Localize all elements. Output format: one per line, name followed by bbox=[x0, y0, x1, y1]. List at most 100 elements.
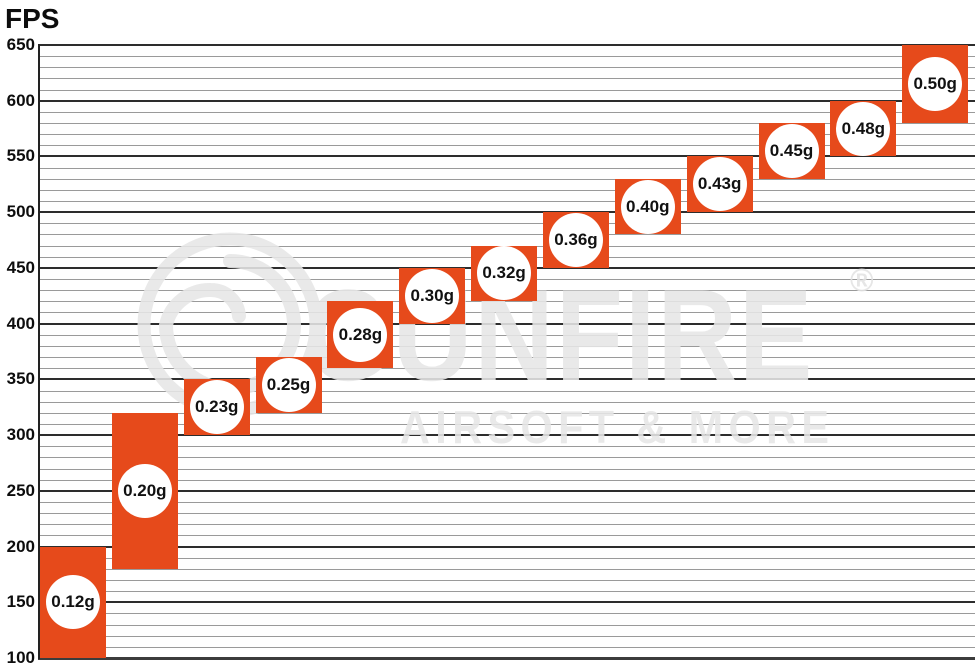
bb-weight-badge: 0.25g bbox=[261, 357, 316, 412]
gridline-major bbox=[38, 601, 975, 604]
gridline-minor bbox=[38, 535, 975, 537]
bb-weight-range-bar: 0.30g bbox=[399, 267, 466, 324]
gridline-minor bbox=[38, 423, 975, 425]
bb-weight-label: 0.25g bbox=[266, 374, 311, 394]
bb-weight-badge: 0.50g bbox=[908, 57, 963, 111]
bb-weight-range-bar: 0.32g bbox=[471, 245, 538, 302]
gridline-minor bbox=[38, 479, 975, 481]
gridline-minor bbox=[38, 357, 975, 359]
bb-weight-range-bar: 0.50g bbox=[902, 45, 969, 124]
bb-weight-badge: 0.20g bbox=[117, 463, 172, 518]
gridline-minor bbox=[38, 123, 975, 125]
gridline-minor bbox=[38, 78, 975, 80]
bb-weight-badge: 0.23g bbox=[189, 380, 244, 435]
gridline-major bbox=[38, 99, 975, 102]
gridline-minor bbox=[38, 501, 975, 503]
gridline-minor bbox=[38, 513, 975, 515]
gridline-minor bbox=[38, 412, 975, 414]
gridline-minor bbox=[38, 446, 975, 448]
bb-weight-range-bar: 0.45g bbox=[758, 123, 825, 179]
bb-weight-badge: 0.48g bbox=[836, 101, 891, 156]
bb-weight-range-bar: 0.28g bbox=[327, 301, 394, 369]
gridline-minor bbox=[38, 568, 975, 570]
gridline-minor bbox=[38, 56, 975, 58]
bb-weight-label: 0.28g bbox=[338, 324, 383, 344]
gridline-minor bbox=[38, 301, 975, 303]
gridline-minor bbox=[38, 646, 975, 648]
gridline-minor bbox=[38, 234, 975, 236]
bb-weight-range-bar: 0.20g bbox=[111, 412, 178, 569]
bb-weight-range-bar: 0.23g bbox=[183, 379, 250, 436]
bb-weight-label: 0.36g bbox=[554, 230, 598, 250]
gridline-minor bbox=[38, 111, 975, 113]
bb-weight-range-bar: 0.43g bbox=[686, 156, 753, 213]
bb-weight-badge: 0.45g bbox=[764, 123, 819, 178]
gridline-minor bbox=[38, 167, 975, 169]
gridline-major bbox=[38, 44, 975, 46]
gridline-minor bbox=[38, 624, 975, 626]
gridline-minor bbox=[38, 334, 975, 336]
bb-weight-range-bar: 0.12g bbox=[40, 546, 106, 658]
gridline-minor bbox=[38, 67, 975, 69]
gridline-minor bbox=[38, 390, 975, 392]
y-tick-label: 100 bbox=[6, 648, 35, 666]
gridline-major bbox=[38, 434, 975, 437]
gridline-minor bbox=[38, 201, 975, 203]
gridline-minor bbox=[38, 468, 975, 470]
gridline-minor bbox=[38, 189, 975, 191]
gridline-minor bbox=[38, 613, 975, 615]
gridline-major bbox=[38, 657, 975, 660]
bb-weight-badge: 0.43g bbox=[692, 157, 747, 212]
bb-weight-badge: 0.28g bbox=[333, 307, 388, 362]
gridline-minor bbox=[38, 557, 975, 559]
bb-weight-range-bar: 0.48g bbox=[830, 100, 897, 157]
gridline-minor bbox=[38, 368, 975, 370]
gridline-minor bbox=[38, 345, 975, 347]
chart-title: FPS bbox=[5, 3, 60, 34]
gridline-minor bbox=[38, 457, 975, 459]
gridline-minor bbox=[38, 223, 975, 225]
y-tick-label: 450 bbox=[6, 257, 35, 277]
bb-weight-range-bar: 0.25g bbox=[255, 357, 322, 413]
gridline-minor bbox=[38, 591, 975, 593]
gridline-major bbox=[38, 378, 975, 381]
gridline-minor bbox=[38, 401, 975, 403]
bb-weight-label: 0.32g bbox=[482, 263, 526, 283]
y-tick-label: 650 bbox=[6, 35, 35, 54]
gridline-major bbox=[38, 489, 975, 492]
bb-weight-label: 0.40g bbox=[626, 196, 670, 216]
bb-weight-label: 0.23g bbox=[194, 397, 239, 417]
gridline-minor bbox=[38, 89, 975, 91]
bb-weight-label: 0.20g bbox=[123, 480, 167, 500]
y-tick-label: 250 bbox=[6, 480, 35, 500]
gridline-minor bbox=[38, 145, 975, 147]
gridline-minor bbox=[38, 178, 975, 180]
y-tick-label: 600 bbox=[6, 90, 35, 110]
bb-weight-badge: 0.32g bbox=[477, 246, 532, 301]
y-tick-label: 300 bbox=[6, 425, 35, 445]
bb-weight-label: 0.30g bbox=[410, 285, 454, 305]
y-tick-label: 550 bbox=[6, 146, 35, 166]
gridline-major bbox=[38, 211, 975, 214]
gridline-minor bbox=[38, 134, 975, 136]
gridline-minor bbox=[38, 579, 975, 581]
y-tick-label: 150 bbox=[6, 592, 35, 612]
bb-weight-label: 0.12g bbox=[51, 592, 95, 612]
gridline-major bbox=[38, 155, 975, 158]
bb-weight-label: 0.50g bbox=[913, 74, 957, 93]
bb-weight-badge: 0.30g bbox=[405, 268, 460, 323]
y-axis-line bbox=[38, 44, 40, 659]
bb-weight-badge: 0.40g bbox=[620, 179, 675, 234]
bb-weight-range-bar: 0.36g bbox=[542, 212, 609, 268]
bb-weight-badge: 0.12g bbox=[46, 575, 100, 630]
bb-weight-badge: 0.36g bbox=[548, 213, 603, 268]
gridline-major bbox=[38, 545, 975, 548]
gridline-major bbox=[38, 322, 975, 325]
gridline-minor bbox=[38, 524, 975, 526]
bb-weight-label: 0.43g bbox=[697, 174, 742, 194]
y-tick-label: 500 bbox=[6, 202, 35, 222]
plot-area: GUNFIRE ® AIRSOFT & MORE 0.12g 0.20g 0.23g… bbox=[38, 44, 975, 660]
gridline-minor bbox=[38, 635, 975, 637]
gridline-minor bbox=[38, 312, 975, 314]
